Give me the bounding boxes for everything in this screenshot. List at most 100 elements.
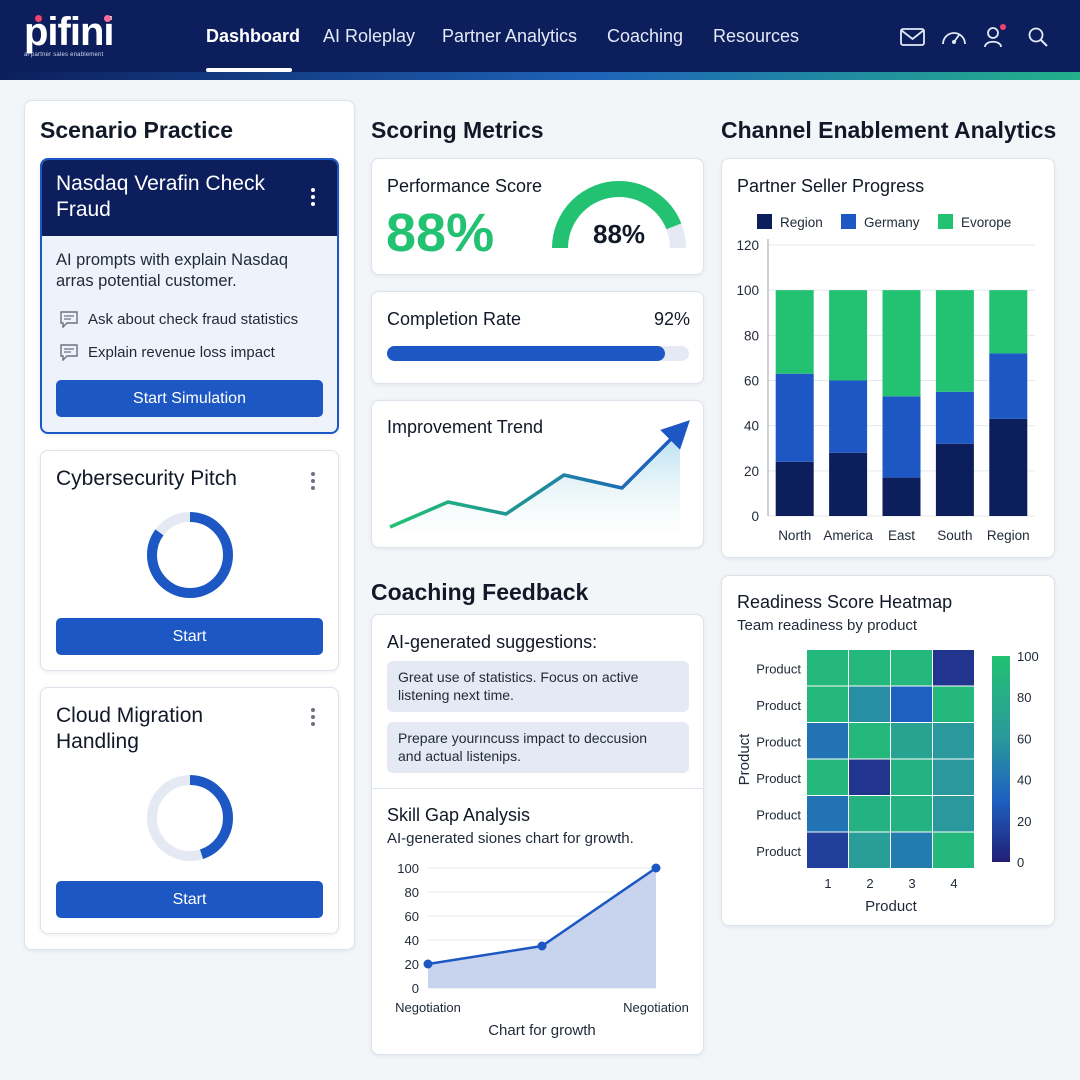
- heatmap-cell: [849, 796, 890, 832]
- speedometer-icon[interactable]: [940, 24, 968, 50]
- heatmap-cell: [849, 723, 890, 759]
- colorbar-tick-label: 100: [1017, 649, 1039, 664]
- x-tick-label: 2: [866, 876, 873, 891]
- colorbar-tick-label: 60: [1017, 731, 1031, 746]
- y-tick-label: 0: [751, 509, 759, 524]
- heatmap-cell: [849, 759, 890, 795]
- legend-swatch: [757, 214, 772, 229]
- y-tick-label: 80: [744, 328, 759, 343]
- y-tick-label: Product: [756, 734, 801, 749]
- data-point: [537, 941, 547, 951]
- kebab-menu-icon[interactable]: [310, 188, 316, 208]
- x-tick-label: East: [888, 528, 915, 543]
- coaching-title: Coaching Feedback: [371, 579, 589, 605]
- bar-segment: [829, 290, 868, 381]
- heatmap-cell: [891, 796, 932, 832]
- cloud-migration-start-button[interactable]: Start: [56, 881, 323, 918]
- performance-score-label: Performance Score: [387, 176, 543, 196]
- bar-segment: [775, 290, 814, 374]
- cybersecurity-progress-ring: [147, 512, 233, 598]
- improvement-trend-label: Improvement Trend: [387, 417, 544, 437]
- featured-card-title-1: Nasdaq Verafin Check: [56, 172, 265, 195]
- x-tick-label: North: [778, 528, 811, 543]
- x-tick-label: 1: [824, 876, 831, 891]
- y-tick-label: Product: [756, 661, 801, 676]
- divider: [371, 788, 704, 789]
- y-axis-title: Product: [736, 733, 753, 786]
- y-tick-label: 80: [405, 885, 419, 900]
- performance-gauge: [552, 181, 686, 249]
- area-fill: [428, 868, 656, 988]
- search-icon[interactable]: [1025, 24, 1053, 50]
- user-icon[interactable]: [981, 24, 1009, 50]
- mail-icon[interactable]: [899, 24, 927, 50]
- heatmap-cell: [807, 686, 848, 722]
- completion-rate-value: 92%: [654, 309, 691, 329]
- bar-segment: [829, 452, 868, 516]
- nav-resources[interactable]: Resources: [713, 26, 800, 46]
- nav-coaching[interactable]: Coaching: [607, 26, 684, 46]
- performance-score-value: 88%: [386, 203, 495, 263]
- partner-progress-title: Partner Seller Progress: [737, 176, 925, 196]
- logo-dot-pink-2: [104, 15, 111, 22]
- suggestion-text-line: Prepare yourıncuss impact to deccusion: [398, 730, 648, 746]
- kebab-menu-icon[interactable]: [310, 708, 316, 728]
- heatmap-cell: [933, 650, 974, 686]
- bar-segment: [989, 418, 1028, 516]
- chat-bubble-icon: [60, 344, 78, 361]
- featured-card-header: [42, 160, 337, 236]
- data-point: [423, 959, 433, 969]
- nav-ai-roleplay[interactable]: AI Roleplay: [323, 26, 416, 46]
- cybersecurity-start-button[interactable]: Start: [56, 618, 323, 655]
- y-tick-label: Product: [756, 807, 801, 822]
- heatmap-cell: [891, 759, 932, 795]
- suggestion-text-line: and actual listenips.: [398, 748, 521, 764]
- legend-swatch: [841, 214, 856, 229]
- metrics-title: Scoring Metrics: [371, 117, 544, 143]
- y-tick-label: 60: [405, 909, 419, 924]
- nav-active-indicator: [206, 68, 292, 72]
- heatmap-cell: [891, 650, 932, 686]
- colorbar-tick-label: 0: [1017, 855, 1024, 870]
- start-simulation-button[interactable]: Start Simulation: [56, 380, 323, 417]
- bar-segment: [989, 290, 1028, 354]
- x-tick-label: South: [937, 528, 972, 543]
- colorbar-tick-label: 40: [1017, 773, 1031, 788]
- x-tick-label: 4: [950, 876, 957, 891]
- kebab-menu-icon[interactable]: [310, 472, 316, 492]
- y-tick-label: 100: [397, 861, 419, 876]
- colorbar: [992, 656, 1010, 862]
- nav-dashboard[interactable]: Dashboard: [206, 26, 301, 46]
- legend-label: Region: [780, 215, 823, 230]
- logo-dot-pink: [35, 15, 42, 22]
- readiness-title: Readiness Score Heatmap: [737, 592, 953, 612]
- heatmap-cell: [933, 723, 974, 759]
- y-tick-label: 20: [405, 957, 419, 972]
- nav-partner-analytics[interactable]: Partner Analytics: [442, 26, 578, 46]
- heatmap-cell: [891, 832, 932, 868]
- heatmap-cell: [807, 650, 848, 686]
- suggestion-text-line: listening next time.: [398, 687, 514, 703]
- prompt-item-2: Explain revenue loss impact: [88, 344, 275, 361]
- cloud-migration-title-1: Cloud Migration: [56, 704, 204, 727]
- bar-segment: [935, 290, 974, 392]
- skill-gap-title: Skill Gap Analysis: [387, 805, 531, 825]
- partner-progress-chart: Region Germany Evorope 0 20 40 60 80 100 120 North…: [736, 214, 1035, 543]
- bar-segment: [882, 290, 921, 397]
- bar-segment: [829, 380, 868, 453]
- improvement-trend-chart: [389, 420, 690, 530]
- x-tick-label: America: [823, 528, 873, 543]
- bar-segment: [935, 391, 974, 444]
- y-tick-label: Product: [756, 844, 801, 859]
- bar-segment: [882, 477, 921, 516]
- logo-tagline: ai partner sales enablement: [24, 52, 104, 58]
- prompt-item-1: Ask about check fraud statistics: [88, 311, 299, 328]
- featured-desc-1: AI prompts with explain Nasdaq: [56, 251, 289, 269]
- suggestion-text-line: Great use of statistics. Focus on active: [398, 669, 639, 685]
- readiness-heatmap: ProductProductProductProductProductProdu…: [736, 649, 1039, 915]
- chat-bubble-icon: [60, 311, 78, 328]
- completion-rate-card: [371, 291, 704, 384]
- heatmap-cell: [849, 650, 890, 686]
- bar-segment: [935, 443, 974, 516]
- y-tick-label: 0: [412, 981, 419, 996]
